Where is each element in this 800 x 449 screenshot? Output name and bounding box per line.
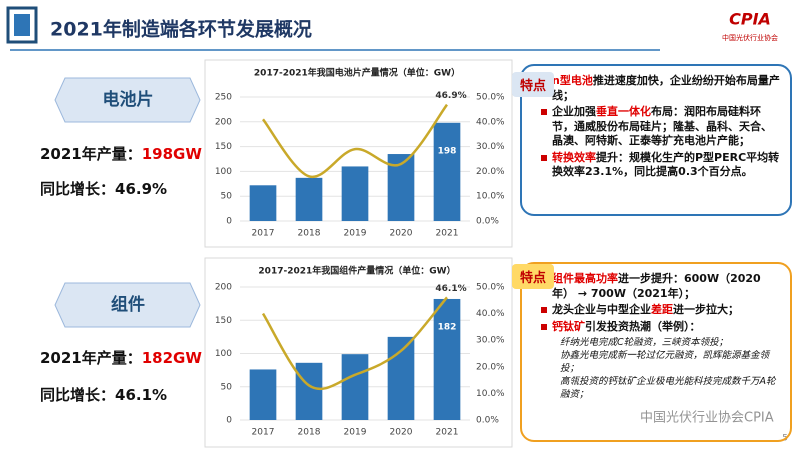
- y-tick-label: 100: [215, 167, 232, 177]
- output-value: 182GW: [141, 349, 202, 367]
- note-text: 进一步拉大；: [673, 303, 739, 316]
- note-item: 企业加强垂直一体化布局：润阳布局硅料环节，通威股份布局硅片；隆基、晶科、天合、晶…: [541, 105, 782, 149]
- note-text: 引发投资热潮（举例）：: [585, 319, 701, 333]
- bar-value-label: 182: [438, 322, 457, 332]
- title-icon: [6, 6, 38, 44]
- output-value: 198GW: [141, 145, 202, 163]
- chart-title: 2017-2021年我国电池片产量情况（单位：GW）: [254, 67, 460, 79]
- y-tick-label: 200: [215, 283, 232, 293]
- note-text: 布局：润阳布局硅料环节，通威股份布局硅片；隆基、晶科、天合、晶澳、阿特斯、正泰等…: [552, 105, 772, 147]
- line-value-label: 46.1%: [435, 284, 466, 294]
- section-ribbon: [54, 282, 201, 328]
- y2-tick-label: 20.0%: [476, 362, 505, 372]
- note-subitem: 协鑫光电完成新一轮过亿元融资，凯辉能源基金领投；: [560, 350, 770, 374]
- logo: CPIA: [729, 10, 771, 29]
- y-tick-label: 200: [215, 117, 232, 127]
- note-tag: 特点: [512, 72, 555, 97]
- note-box: 组件最高功率进一步提升：600W（2020年） → 700W（2021年）； 龙头…: [520, 262, 792, 442]
- output-label: 2021年产量：: [40, 349, 142, 367]
- bar: [295, 362, 323, 420]
- output: 2021年产量：182GW: [40, 347, 202, 368]
- section-label: 组件: [111, 294, 145, 315]
- chart-title: 2017-2021年我国组件产量情况（单位：GW）: [258, 265, 455, 277]
- y2-tick-label: 30.0%: [476, 336, 505, 346]
- logo-sub: 中国光伏行业协会: [722, 33, 778, 42]
- note-subitem: 纤纳光电完成C轮融资，三峡资本领投；: [560, 337, 729, 348]
- growth: 同比增长：46.9%: [40, 180, 168, 198]
- bar: [295, 177, 323, 221]
- note-subitem: 高瓴投资的钙钛矿企业极电光能科技完成数千万A轮融资；: [560, 376, 776, 400]
- y-tick-label: 150: [215, 316, 232, 326]
- watermark: 中国光伏行业协会CPIA: [640, 411, 774, 426]
- y-tick-label: 50: [221, 382, 233, 392]
- y-tick-label: 0: [226, 217, 232, 227]
- x-tick-label: 2017: [252, 229, 275, 239]
- y2-tick-label: 10.0%: [476, 389, 505, 399]
- x-tick-label: 2021: [436, 229, 459, 239]
- note-item: 龙头企业与中型企业差距进一步拉大；: [541, 303, 782, 318]
- y2-tick-label: 40.0%: [476, 117, 505, 127]
- bar: [433, 298, 461, 420]
- bar: [433, 122, 461, 221]
- section-label: 电池片: [103, 89, 154, 110]
- note-text: 企业加强: [552, 105, 596, 118]
- y-tick-label: 0: [226, 416, 232, 426]
- note-text: 垂直一体化: [596, 105, 651, 118]
- y2-tick-label: 10.0%: [476, 192, 505, 202]
- x-tick-label: 2019: [344, 428, 367, 438]
- output: 2021年产量：198GW: [40, 143, 202, 164]
- note-text: 转换效率: [552, 150, 596, 164]
- note-text: 钙钛矿: [552, 319, 585, 333]
- x-tick-label: 2020: [390, 428, 413, 438]
- note-item: 组件最高功率进一步提升：600W（2020年） → 700W（2021年）；: [541, 272, 782, 301]
- growth: 同比增长：46.1%: [40, 386, 168, 404]
- y-tick-label: 50: [221, 192, 233, 202]
- line: [261, 296, 448, 391]
- x-tick-label: 2021: [436, 428, 459, 438]
- output-label: 2021年产量：: [40, 145, 142, 163]
- line-value-label: 46.9%: [435, 91, 466, 101]
- x-tick-label: 2017: [252, 428, 275, 438]
- y2-tick-label: 50.0%: [476, 93, 505, 103]
- y2-tick-label: 40.0%: [476, 309, 505, 319]
- note-text: n型电池: [552, 74, 593, 87]
- note-text: 提升：规模化生产的P型PERC平均转换效率23.1%，同比提高0.3个百分点。: [552, 150, 780, 179]
- slide-title: 2021年制造端各环节发展概况: [50, 18, 312, 41]
- note-text: 进一步提升：600W（2020年） → 700W（2021年）；: [552, 272, 761, 300]
- x-tick-label: 2018: [298, 428, 321, 438]
- y2-tick-label: 0.0%: [476, 416, 499, 426]
- bar-value-label: 198: [438, 146, 457, 156]
- note-item: n型电池推进速度加快，企业纷纷开始布局量产线；: [541, 74, 782, 103]
- y-tick-label: 100: [215, 349, 232, 359]
- bar: [249, 369, 277, 420]
- y2-tick-label: 50.0%: [476, 283, 505, 293]
- note-item: 转换效率提升：规模化生产的P型PERC平均转换效率23.1%，同比提高0.3个百…: [541, 150, 782, 180]
- line: [262, 103, 448, 179]
- note-text: 组件最高功率: [552, 272, 618, 285]
- note-text: 龙头企业与中型企业: [552, 303, 651, 316]
- title-icon: [14, 14, 30, 36]
- bar: [249, 185, 277, 221]
- bar: [341, 354, 369, 420]
- x-tick-label: 2019: [344, 229, 367, 239]
- y-tick-label: 250: [215, 93, 232, 103]
- note-box: n型电池推进速度加快，企业纷纷开始布局量产线； 企业加强垂直一体化布局：润阳布局硅…: [520, 64, 792, 216]
- x-tick-label: 2020: [390, 229, 413, 239]
- note-tag: 特点: [512, 264, 555, 289]
- note-text: 差距: [651, 303, 673, 316]
- bar: [341, 166, 369, 221]
- x-tick-label: 2018: [298, 229, 321, 239]
- y2-tick-label: 20.0%: [476, 167, 505, 177]
- note-text: 推进速度加快，企业纷纷开始布局量产线；: [552, 74, 780, 102]
- y-tick-label: 150: [215, 142, 232, 152]
- section-ribbon: [54, 77, 201, 123]
- y2-tick-label: 30.0%: [476, 142, 505, 152]
- y2-tick-label: 0.0%: [476, 217, 499, 227]
- note-item: 钙钛矿引发投资热潮（举例）：: [541, 319, 782, 335]
